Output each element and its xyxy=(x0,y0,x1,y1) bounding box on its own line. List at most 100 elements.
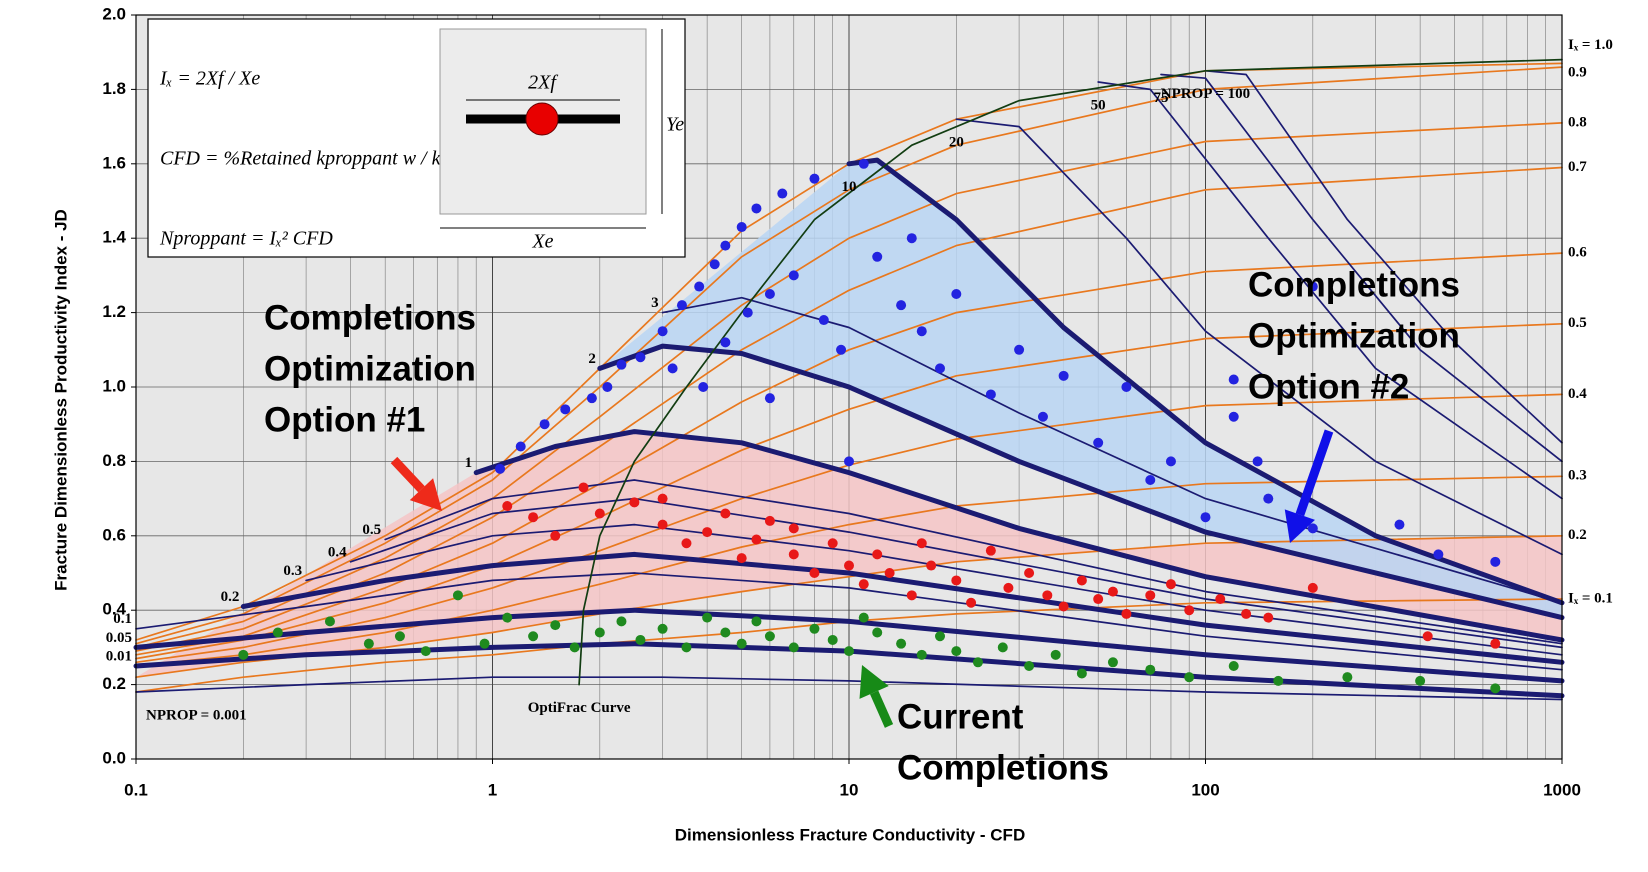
curve-label: 2 xyxy=(588,351,596,367)
scatter-point xyxy=(935,363,946,374)
curve-label: Iₓ = 1.0 xyxy=(1568,37,1613,53)
curve-label: 0.1 xyxy=(113,611,132,627)
scatter-point xyxy=(1394,519,1405,530)
scatter-point xyxy=(667,363,678,374)
scatter-point xyxy=(635,352,646,363)
scatter-point xyxy=(1307,582,1318,593)
annotation-arrow-head xyxy=(1284,509,1315,543)
x-axis-label: Dimensionless Fracture Conductivity - CF… xyxy=(675,825,1025,844)
y-tick-label: 2.0 xyxy=(102,4,126,23)
scatter-point xyxy=(1490,556,1501,567)
scatter-point xyxy=(1415,675,1426,686)
curve-label: Iₓ = 0.1 xyxy=(1568,590,1613,606)
wellbore xyxy=(525,102,559,136)
scatter-point xyxy=(550,530,561,541)
curve xyxy=(135,166,1563,652)
scatter-point xyxy=(594,627,605,638)
scatter-point xyxy=(1228,411,1239,422)
scatter-point xyxy=(1145,475,1156,485)
scatter-point xyxy=(1037,411,1048,422)
scatter-point xyxy=(997,642,1008,653)
curve-label: 1 xyxy=(465,455,473,471)
curve xyxy=(135,62,1563,641)
scatter-point xyxy=(586,393,597,404)
curve xyxy=(135,475,1563,667)
scatter-point xyxy=(906,233,917,244)
scatter-point xyxy=(777,188,788,199)
scatter-point xyxy=(702,527,713,538)
curve xyxy=(133,607,1565,684)
scatter-point xyxy=(1093,437,1104,448)
curve xyxy=(133,641,1565,699)
scatter-point xyxy=(602,382,613,392)
scatter-point xyxy=(736,222,747,233)
curve-label: 50 xyxy=(1091,97,1106,113)
curve-label: 0.2 xyxy=(1568,527,1587,543)
scatter-point xyxy=(1093,594,1104,605)
annotation-arrow-shaft xyxy=(390,456,425,493)
scatter-point xyxy=(966,597,977,608)
scatter-point xyxy=(676,300,687,311)
annotation-text: Optimization xyxy=(1248,316,1460,355)
curve xyxy=(384,479,1563,645)
scatter-point xyxy=(1058,601,1069,612)
curve xyxy=(240,551,1565,665)
inset-formula: CFD = %Retained kproppant w / kXf xyxy=(160,148,461,170)
scatter-point xyxy=(1490,638,1501,649)
scatter-point xyxy=(1273,675,1284,686)
scatter-point xyxy=(1241,608,1252,619)
scatter-point xyxy=(926,560,937,571)
scatter-point xyxy=(827,538,838,549)
scatter-point xyxy=(1433,549,1444,560)
scatter-point xyxy=(502,612,513,623)
y-tick-label: 0.4 xyxy=(102,600,126,619)
scatter-point xyxy=(569,642,580,653)
curve-label: 0.6 xyxy=(1568,245,1587,261)
scatter-point xyxy=(1184,605,1195,616)
scatter-point xyxy=(736,638,747,649)
scatter-point xyxy=(788,549,799,560)
scatter-point xyxy=(709,259,720,270)
scatter-point xyxy=(698,382,709,392)
y-tick-label: 1.0 xyxy=(102,376,126,395)
scatter-point xyxy=(657,326,668,337)
scatter-point xyxy=(809,173,820,184)
region-fill xyxy=(599,160,1562,618)
curve-label: 0.4 xyxy=(328,544,347,560)
scatter-point xyxy=(858,158,869,169)
scatter-point xyxy=(844,560,854,571)
scatter-point xyxy=(616,359,627,370)
scatter-point xyxy=(616,616,627,627)
curve-label: 0.4 xyxy=(1568,386,1587,402)
inset-label: Xe xyxy=(531,231,553,253)
inset: Iₓ = 2Xf / Xe CFD = %Retained kproppant w… xyxy=(147,18,686,258)
scatter-point xyxy=(1200,512,1211,523)
scatter-point xyxy=(1422,631,1433,642)
scatter-point xyxy=(809,623,820,634)
x-tick-label: 1 xyxy=(488,780,497,799)
scatter-point xyxy=(896,300,907,311)
scatter-point xyxy=(657,623,668,634)
annotation-text: Option #1 xyxy=(264,400,425,439)
scatter-point xyxy=(858,612,869,623)
scatter-point xyxy=(1058,370,1069,381)
scatter-point xyxy=(1252,456,1263,467)
curve xyxy=(597,343,1565,621)
scatter-point xyxy=(1121,608,1132,619)
inset-formula: Iₓ = 2Xf / Xe xyxy=(159,68,260,90)
scatter-point xyxy=(872,627,883,638)
curve xyxy=(135,252,1563,656)
scatter-point xyxy=(809,568,820,578)
scatter-point xyxy=(1215,594,1226,605)
scatter-point xyxy=(764,393,775,404)
scatter-point xyxy=(751,534,762,545)
scatter-point xyxy=(528,631,539,642)
scatter-point xyxy=(629,497,640,508)
scatter-point xyxy=(764,289,775,299)
y-tick-label: 1.8 xyxy=(102,79,126,98)
scatter-point xyxy=(1014,344,1025,355)
scatter-point xyxy=(1076,668,1087,679)
curve-label: 10 xyxy=(842,179,857,195)
y-axis-label: Fracture Dimensionless Productivity Inde… xyxy=(51,209,70,591)
scatter-point xyxy=(1145,590,1156,601)
